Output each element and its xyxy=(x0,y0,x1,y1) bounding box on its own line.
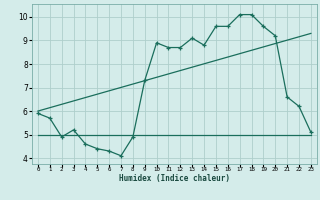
X-axis label: Humidex (Indice chaleur): Humidex (Indice chaleur) xyxy=(119,174,230,183)
